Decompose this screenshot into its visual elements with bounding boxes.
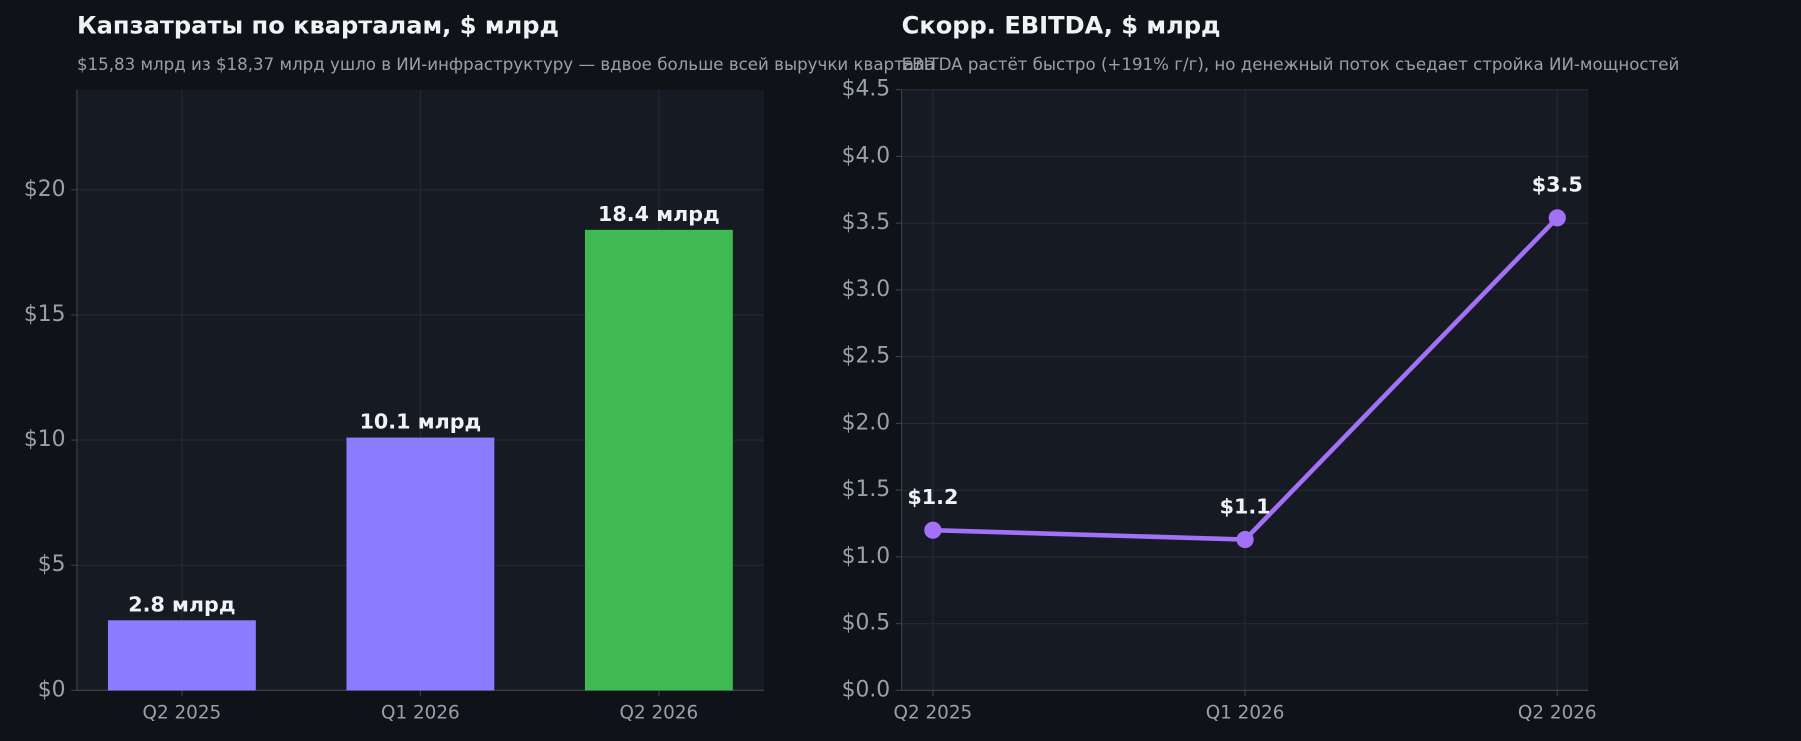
data-label: $1.1 — [1220, 494, 1271, 518]
x-tick-label: Q2 2026 — [1518, 702, 1597, 723]
y-tick-label: $10 — [24, 427, 66, 452]
y-tick-label: $2.5 — [842, 344, 891, 369]
x-tick-label: Q1 2026 — [381, 702, 460, 723]
y-tick-label: $20 — [24, 177, 66, 202]
point — [1236, 530, 1254, 549]
y-tick-label: $5 — [38, 552, 66, 577]
chart-title: Скорр. EBITDA, $ млрд — [902, 11, 1221, 39]
x-tick-label: Q2 2025 — [143, 702, 222, 723]
y-tick-label: $2.0 — [842, 410, 891, 435]
y-tick-label: $15 — [24, 302, 66, 327]
x-tick-label: Q2 2025 — [894, 702, 973, 723]
point — [1548, 209, 1566, 227]
y-tick-label: $3.5 — [842, 210, 891, 235]
y-tick-label: $0 — [38, 677, 66, 702]
y-tick-label: $1.5 — [842, 477, 891, 502]
y-tick-label: $3.0 — [842, 277, 891, 302]
data-label: 10.1 млрд — [360, 410, 482, 434]
y-tick-label: $0.0 — [842, 677, 891, 702]
x-tick-label: Q1 2026 — [1206, 702, 1285, 723]
point — [924, 521, 942, 539]
bar — [107, 620, 256, 691]
chart-title: Капзатраты по кварталам, $ млрд — [77, 11, 559, 39]
y-tick-label: $1.0 — [842, 544, 891, 569]
data-label: $3.5 — [1532, 173, 1583, 197]
y-tick-label: $4.0 — [842, 143, 891, 168]
x-tick-label: Q2 2026 — [620, 702, 699, 723]
chart-subtitle: $15,83 млрд из $18,37 млрд ушло в ИИ-инф… — [77, 55, 935, 74]
data-label: 18.4 млрд — [598, 202, 720, 226]
chart-subtitle: EBITDA растёт быстро (+191% г/г), но ден… — [902, 55, 1680, 74]
data-label: 2.8 млрд — [128, 592, 235, 616]
bar — [584, 229, 733, 691]
y-tick-label: $4.5 — [842, 77, 891, 102]
data-label: $1.2 — [907, 485, 958, 509]
bar — [346, 437, 495, 691]
y-tick-label: $0.5 — [842, 611, 891, 636]
